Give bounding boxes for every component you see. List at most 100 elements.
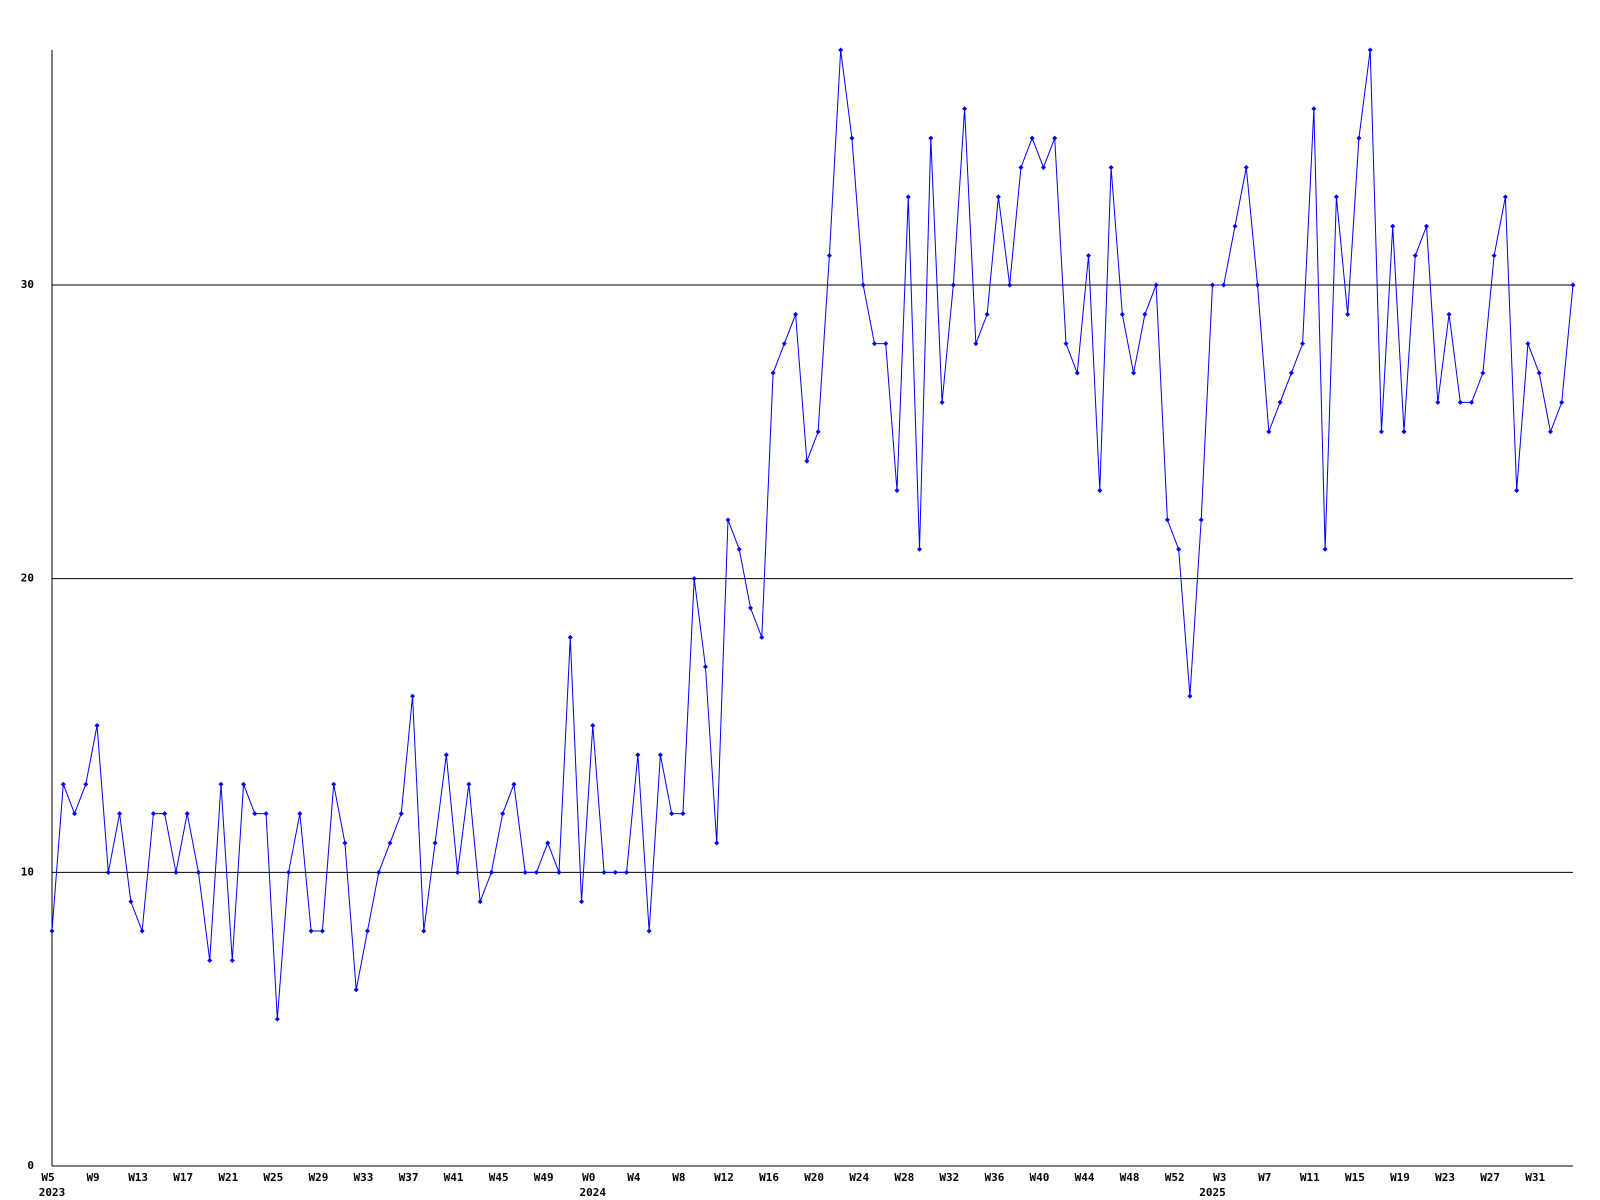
point — [387, 840, 393, 846]
point — [939, 399, 945, 405]
point — [218, 781, 224, 787]
point — [1221, 282, 1227, 288]
point — [443, 752, 449, 758]
point — [781, 341, 787, 347]
series-line — [51, 49, 1574, 1020]
point — [376, 869, 382, 875]
point — [1547, 429, 1553, 435]
point — [657, 752, 663, 758]
x-tick-label: W29 — [308, 1171, 328, 1184]
point — [883, 341, 889, 347]
x-tick-label: W40 — [1030, 1171, 1050, 1184]
x-year-label: 2023 — [39, 1186, 66, 1199]
point — [162, 811, 168, 817]
point — [849, 135, 855, 141]
y-tick-label: 10 — [21, 865, 34, 878]
point — [871, 341, 877, 347]
point — [815, 429, 821, 435]
point — [1525, 341, 1531, 347]
x-tick-label: W36 — [984, 1171, 1004, 1184]
point — [646, 928, 652, 934]
point — [1209, 282, 1215, 288]
x-tick-label: W17 — [173, 1171, 193, 1184]
point — [1424, 223, 1430, 229]
point — [1480, 370, 1486, 376]
point — [680, 811, 686, 817]
point — [432, 840, 438, 846]
point — [702, 664, 708, 670]
point — [1514, 488, 1520, 494]
x-tick-label: W23 — [1435, 1171, 1455, 1184]
x-tick-label: W48 — [1120, 1171, 1140, 1184]
point — [105, 869, 111, 875]
x-tick-label: W24 — [849, 1171, 869, 1184]
point — [601, 869, 607, 875]
point — [1007, 282, 1013, 288]
point — [263, 811, 269, 817]
point — [173, 869, 179, 875]
point — [545, 840, 551, 846]
point — [894, 488, 900, 494]
point — [139, 928, 145, 934]
x-tick-label: W33 — [354, 1171, 374, 1184]
point — [905, 194, 911, 200]
point — [297, 811, 303, 817]
x-tick-label: W27 — [1480, 1171, 1500, 1184]
point — [669, 811, 675, 817]
point — [49, 928, 55, 934]
point — [804, 458, 810, 464]
x-tick-label: W49 — [534, 1171, 554, 1184]
x-tick-label: W3 — [1213, 1171, 1226, 1184]
x-tick-label: W15 — [1345, 1171, 1365, 1184]
point — [364, 928, 370, 934]
point — [635, 752, 641, 758]
point — [1491, 253, 1497, 259]
point — [342, 840, 348, 846]
point — [928, 135, 934, 141]
point — [94, 722, 100, 728]
point — [624, 869, 630, 875]
point — [984, 311, 990, 317]
point — [1176, 546, 1182, 552]
point — [736, 546, 742, 552]
point — [556, 869, 562, 875]
point — [1131, 370, 1137, 376]
x-tick-label: W37 — [399, 1171, 419, 1184]
point — [1356, 135, 1362, 141]
point — [1018, 164, 1024, 170]
point — [1536, 370, 1542, 376]
point — [331, 781, 337, 787]
point — [466, 781, 472, 787]
point — [1232, 223, 1238, 229]
point — [962, 106, 968, 112]
point — [1367, 47, 1373, 53]
point — [770, 370, 776, 376]
x-tick-label: W8 — [672, 1171, 685, 1184]
point — [1570, 282, 1576, 288]
x-tick-label: W4 — [627, 1171, 641, 1184]
point — [117, 811, 123, 817]
x-tick-label: W52 — [1165, 1171, 1185, 1184]
x-tick-label: W13 — [128, 1171, 148, 1184]
x-tick-label: W21 — [218, 1171, 238, 1184]
point — [274, 1016, 280, 1022]
point — [759, 634, 765, 640]
point — [421, 928, 427, 934]
point — [1164, 517, 1170, 523]
point — [612, 869, 618, 875]
point — [128, 899, 134, 905]
point — [1198, 517, 1204, 523]
point — [1052, 135, 1058, 141]
point — [533, 869, 539, 875]
point — [1446, 311, 1452, 317]
point — [488, 869, 494, 875]
point — [1378, 429, 1384, 435]
x-year-label: 2024 — [580, 1186, 607, 1199]
point — [1187, 693, 1193, 699]
point — [60, 781, 66, 787]
point — [1063, 341, 1069, 347]
point — [1108, 164, 1114, 170]
point — [286, 869, 292, 875]
point — [207, 957, 213, 963]
